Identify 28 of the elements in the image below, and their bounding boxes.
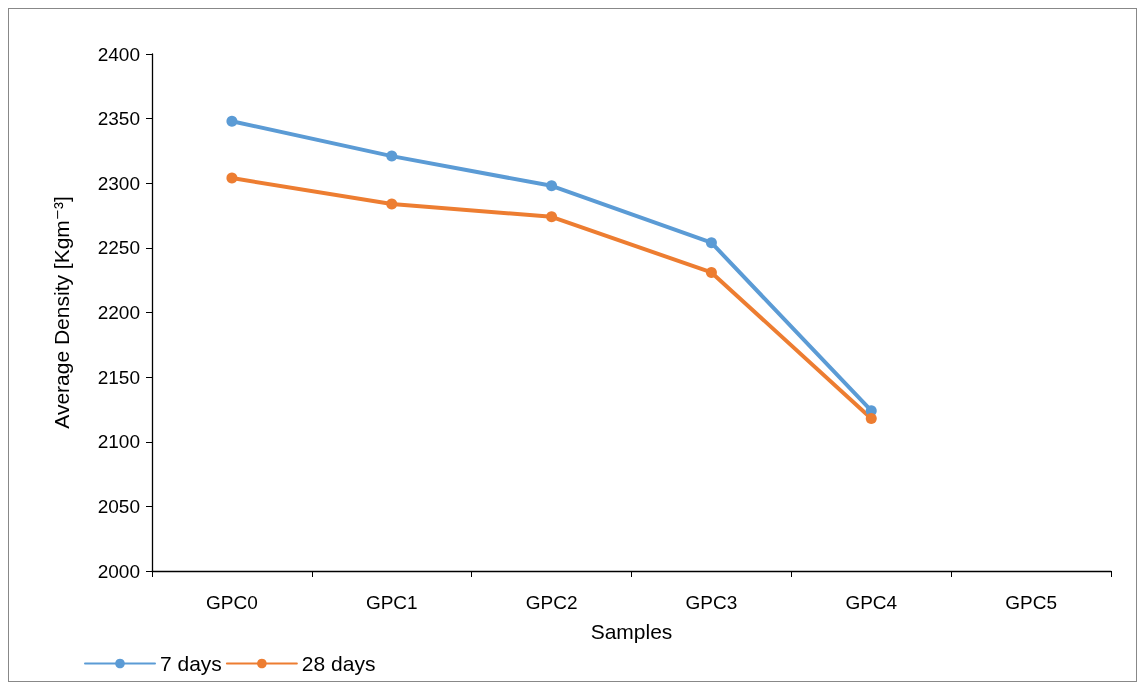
point (226, 115, 238, 127)
x-tick-label: GPC1 (365, 592, 418, 613)
y-tick-label: 2300 (97, 172, 140, 194)
y-tick-label: 2100 (97, 431, 140, 453)
x-tick-label: GPC3 (685, 592, 738, 613)
x-tick-label: GPC5 (1005, 592, 1057, 613)
point (705, 237, 717, 249)
x-tick-label: GPC2 (525, 592, 578, 613)
y-tick-label: 2200 (97, 302, 140, 323)
y-axis-title: Average Density [Kgm⁻³] (50, 196, 73, 429)
legend-label: 28 days (301, 652, 376, 675)
point (705, 266, 717, 278)
point (386, 198, 398, 210)
y-tick-label: 2150 (97, 366, 140, 388)
x-axis-title: Samples (590, 620, 673, 643)
point (865, 412, 877, 424)
point (226, 172, 238, 184)
point (546, 180, 558, 192)
y-tick-label: 2000 (97, 560, 140, 582)
x-tick-label: GPC4 (845, 592, 898, 613)
legend-label: 7 days (160, 652, 222, 675)
y-tick-label: 2350 (97, 108, 140, 130)
y-tick-label: 2250 (97, 237, 140, 259)
y-tick-label: 2400 (97, 43, 140, 65)
y-tick-label: 2050 (97, 495, 140, 517)
point (386, 150, 398, 162)
x-tick-label: GPC0 (206, 592, 258, 613)
point (546, 211, 558, 223)
